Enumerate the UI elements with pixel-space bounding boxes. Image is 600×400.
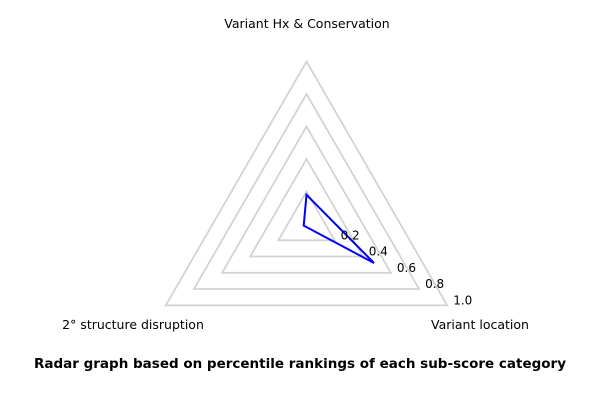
grid-triangle-0.8 [192,92,421,290]
axis-label-variant-hx-conservation: Variant Hx & Conservation [224,16,389,31]
axis-label-variant-location: Variant location [431,317,529,332]
tick-label-0.4: 0.4 [369,245,388,259]
radar-gridlines [164,59,449,307]
data-polygon [302,192,375,264]
grid-triangle-1 [164,59,449,307]
grid-triangle-0.2 [276,189,337,242]
grid-triangle-0.6 [220,124,393,274]
grid-triangle-0.4 [248,157,365,258]
tick-label-1.0: 1.0 [453,293,472,307]
axis-label-secondary-structure-disruption: 2° structure disruption [62,317,204,332]
tick-label-0.6: 0.6 [397,261,416,275]
tick-label-0.8: 0.8 [425,277,444,291]
tick-label-0.2: 0.2 [341,228,360,242]
chart-caption: Radar graph based on percentile rankings… [33,356,567,372]
